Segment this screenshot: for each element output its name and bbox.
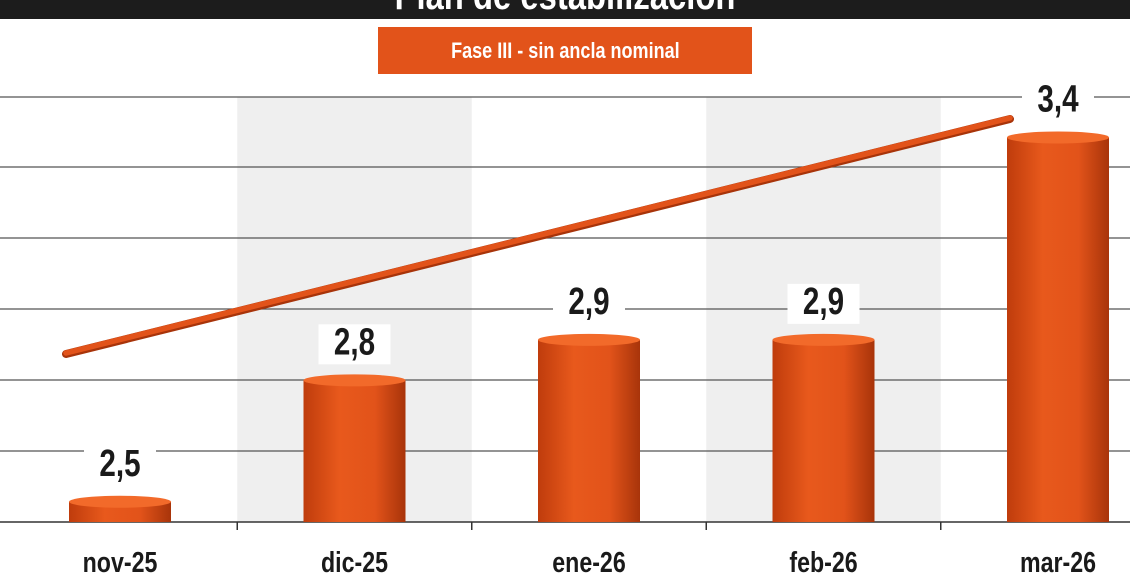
x-tick-label: ene-26 (552, 545, 625, 578)
x-tick-label: nov-25 (83, 545, 158, 578)
value-label: 2,9 (568, 280, 609, 322)
value-label: 2,8 (334, 321, 375, 363)
bar-top (772, 333, 875, 346)
bar-body (303, 380, 406, 522)
bar (538, 333, 640, 522)
value-label-bg (318, 324, 391, 365)
bar (1007, 131, 1109, 522)
x-axis: nov-25 dic-25 ene-26 feb-26 mar-26 (83, 522, 1096, 579)
bar-body (538, 339, 640, 522)
value-label-group: 2,9 (553, 280, 625, 324)
bar-top (69, 495, 171, 508)
trend-line-group (62, 115, 1014, 358)
chart-title: Plan de estabilización (102, 0, 1029, 16)
subtitle-box: Fase III - sin ancla nominal (378, 27, 752, 74)
trend-line (63, 115, 1013, 356)
bar-top (1007, 131, 1109, 144)
bar-top (303, 374, 406, 387)
value-label: 2,9 (803, 280, 844, 322)
value-label-bg (84, 445, 156, 486)
bar-top (538, 333, 640, 346)
bar (303, 374, 406, 522)
value-label-group: 3,4 (1022, 78, 1094, 122)
value-label-group: 2,9 (787, 280, 860, 324)
x-tick-label: dic-25 (321, 545, 388, 578)
bar-body (772, 339, 875, 522)
value-label: 3,4 (1037, 78, 1078, 120)
chart-subtitle: Fase III - sin ancla nominal (450, 37, 680, 63)
value-label: 2,5 (99, 442, 140, 484)
value-label-bg (1022, 81, 1094, 122)
bar-body (1007, 137, 1109, 522)
value-label-group: 2,8 (318, 321, 391, 365)
value-labels: 2,5 2,8 2,9 2,9 3,4 (84, 78, 1094, 486)
value-label-bg (553, 283, 625, 324)
x-tick-label: mar-26 (1020, 545, 1096, 578)
x-tick-label: feb-26 (789, 545, 857, 578)
bar (772, 333, 875, 522)
value-label-bg (787, 283, 860, 324)
title-bar: Plan de estabilización (0, 0, 1130, 19)
bar (69, 495, 171, 522)
value-label-group: 2,5 (84, 442, 156, 486)
bars (69, 131, 1109, 522)
